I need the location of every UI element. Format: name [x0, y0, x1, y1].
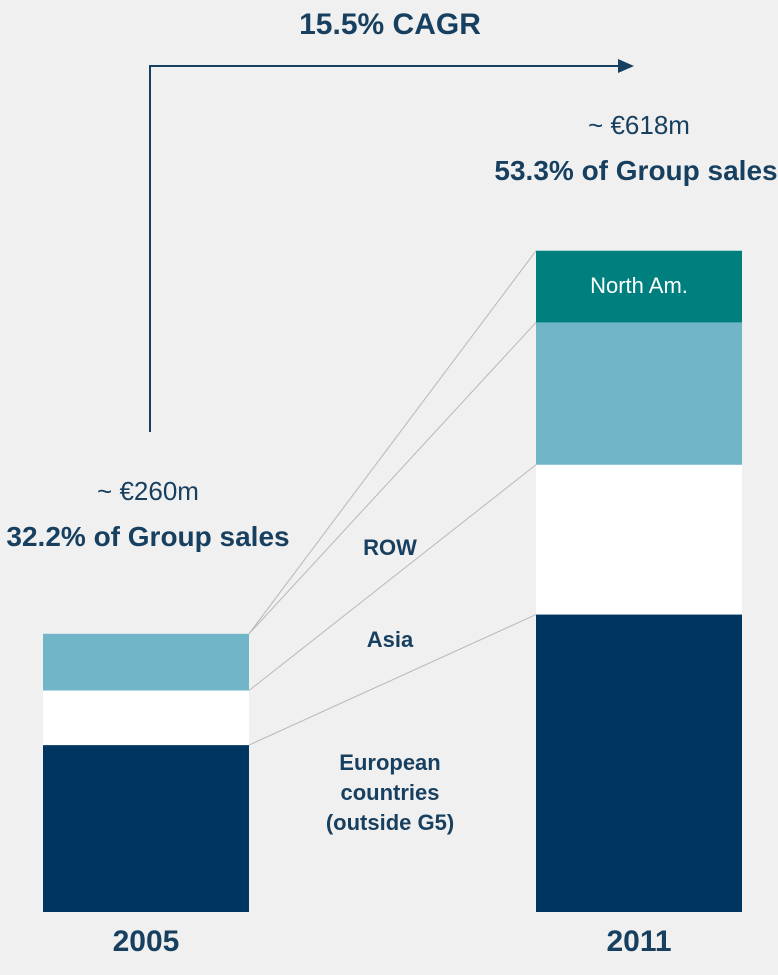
bar-segment	[536, 322, 742, 465]
cagr-label: 15.5% CAGR	[299, 8, 481, 41]
connector	[248, 614, 537, 746]
bar-segment	[43, 690, 249, 746]
cagr-arrow	[149, 65, 620, 432]
x-tick-label: 2005	[112, 925, 180, 958]
legend-label: European countries (outside G5)	[325, 750, 455, 835]
bar-segment	[536, 250, 742, 323]
total-label: ~ €260m	[97, 476, 199, 506]
share-label: 32.2% of Group sales	[6, 521, 290, 552]
connector	[248, 464, 537, 691]
connector	[248, 322, 537, 635]
share-label: 53.3% of Group sales	[494, 155, 778, 186]
bar-segment	[43, 745, 249, 912]
connector	[248, 250, 537, 635]
x-tick-label: 2011	[606, 925, 672, 958]
bar-segment	[43, 633, 249, 691]
arrow-head	[618, 59, 634, 73]
legend-label: ROW	[363, 535, 417, 560]
legend-label: Asia	[366, 627, 414, 652]
legend-label: North Am.	[590, 272, 688, 298]
bar-segment	[536, 614, 742, 912]
bar-segment	[536, 464, 742, 615]
total-label: ~ €618m	[588, 110, 690, 140]
